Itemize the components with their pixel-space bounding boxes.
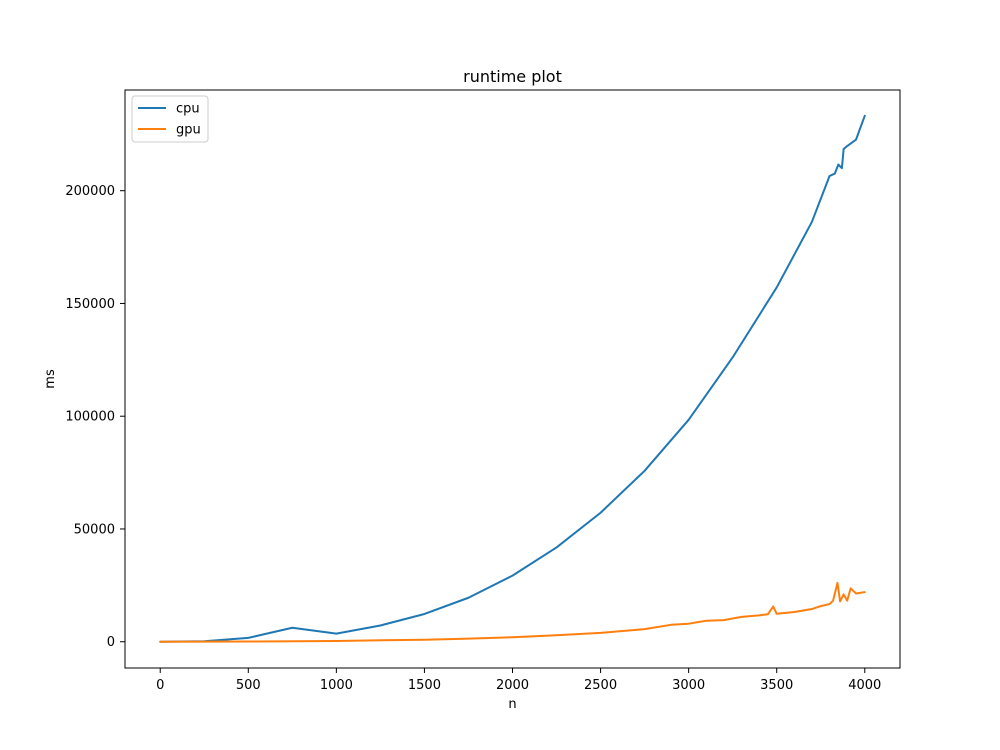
legend: cpu gpu <box>131 95 209 143</box>
x-tick-label: 0 <box>156 678 164 693</box>
y-tick-label: 200000 <box>65 184 115 199</box>
y-tick-label: 50000 <box>74 522 115 537</box>
x-tick-label: 3500 <box>760 678 793 693</box>
series-line-gpu <box>159 581 866 643</box>
x-tick-label: 4000 <box>848 678 881 693</box>
x-axis: 0 500 1000 1500 2000 2500 3000 3500 4000 <box>156 668 881 693</box>
x-tick-label: 1000 <box>320 678 353 693</box>
chart-title: runtime plot <box>463 67 562 86</box>
y-axis: 0 50000 100000 150000 200000 <box>65 184 125 650</box>
x-tick-label: 1500 <box>408 678 441 693</box>
x-tick-label: 2000 <box>496 678 529 693</box>
x-tick-label: 500 <box>236 678 261 693</box>
x-tick-label: 3000 <box>672 678 705 693</box>
legend-label-gpu: gpu <box>176 123 201 138</box>
y-tick-label: 0 <box>107 635 115 650</box>
y-axis-label: ms <box>43 369 58 389</box>
x-axis-label: n <box>508 697 516 712</box>
plot-area <box>159 114 866 643</box>
y-tick-label: 150000 <box>65 297 115 312</box>
y-tick-label: 100000 <box>65 410 115 425</box>
x-tick-label: 2500 <box>584 678 617 693</box>
legend-label-cpu: cpu <box>176 102 200 117</box>
series-line-cpu <box>159 114 866 643</box>
